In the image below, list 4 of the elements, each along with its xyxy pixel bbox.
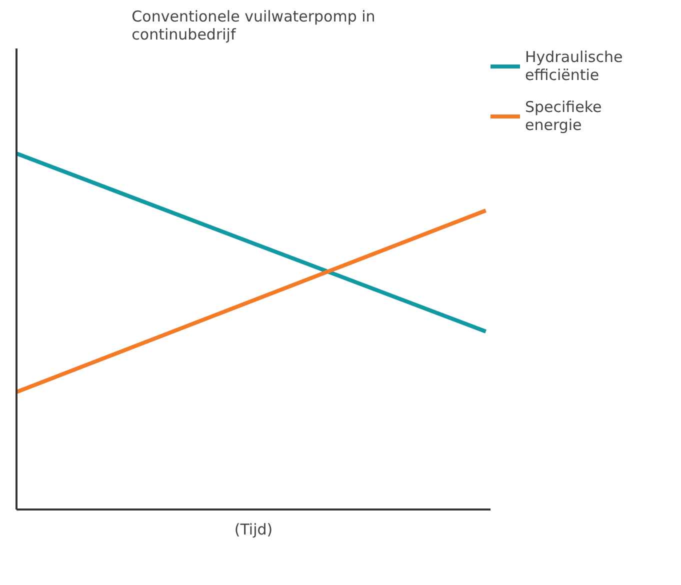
legend-label: Hydraulische efficiëntie — [525, 48, 623, 84]
chart-title: Conventionele vuilwaterpomp in continubedrijf — [132, 8, 376, 44]
legend-label: Specifieke energie — [525, 98, 602, 134]
x-axis-title: (Tijd) — [234, 520, 273, 538]
